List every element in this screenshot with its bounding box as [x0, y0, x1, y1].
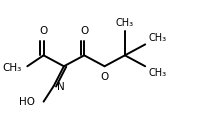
Text: O: O: [40, 26, 48, 35]
Text: HO: HO: [19, 97, 35, 107]
Text: CH₃: CH₃: [148, 68, 166, 78]
Text: CH₃: CH₃: [116, 18, 134, 28]
Text: O: O: [80, 26, 88, 35]
Text: CH₃: CH₃: [148, 33, 166, 43]
Text: CH₃: CH₃: [2, 63, 22, 73]
Text: N: N: [57, 82, 65, 92]
Text: O: O: [100, 72, 109, 82]
